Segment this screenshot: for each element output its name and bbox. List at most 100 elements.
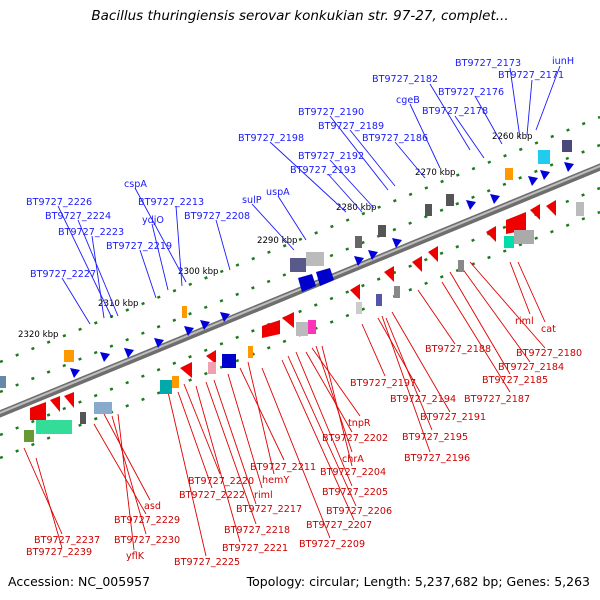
- gene-block[interactable]: [298, 274, 316, 292]
- gene-label[interactable]: BT9727_2239: [26, 547, 92, 558]
- gene-label[interactable]: tnpR: [348, 418, 371, 429]
- gene-label[interactable]: BT9727_2195: [402, 432, 468, 443]
- gene-block[interactable]: [505, 168, 513, 180]
- gene-label[interactable]: BT9727_2230: [114, 535, 180, 546]
- gene-label[interactable]: BT9727_2173: [455, 58, 521, 69]
- gene-arrow[interactable]: [184, 326, 194, 336]
- gene-label[interactable]: BT9727_2205: [322, 487, 388, 498]
- gene-label[interactable]: BT9727_2227: [30, 269, 96, 280]
- gene-block[interactable]: [458, 260, 464, 272]
- gene-label[interactable]: BT9727_2197: [350, 378, 416, 389]
- gene-arrow[interactable]: [486, 226, 496, 242]
- gene-label[interactable]: BT9727_2222: [179, 490, 245, 501]
- gene-block[interactable]: [0, 376, 6, 388]
- gene-label[interactable]: BT9727_2198: [238, 133, 304, 144]
- gene-arrow[interactable]: [490, 194, 500, 204]
- gene-label[interactable]: BT9727_2178: [422, 106, 488, 117]
- gene-label[interactable]: BT9727_2189: [318, 121, 384, 132]
- gene-label[interactable]: BT9727_2221: [222, 543, 288, 554]
- gene-block[interactable]: [222, 354, 236, 368]
- gene-label[interactable]: BT9727_2219: [106, 241, 172, 252]
- gene-arrow[interactable]: [100, 352, 110, 362]
- gene-label[interactable]: BT9727_2223: [58, 227, 124, 238]
- gene-block[interactable]: [296, 322, 308, 336]
- gene-arrow[interactable]: [540, 170, 550, 180]
- gene-arrow[interactable]: [70, 368, 80, 378]
- gene-block[interactable]: [356, 302, 362, 314]
- gene-label[interactable]: hemY: [262, 475, 289, 486]
- gene-label[interactable]: BT9727_2194: [390, 394, 456, 405]
- gene-arrow[interactable]: [564, 162, 574, 172]
- gene-label[interactable]: cat: [541, 324, 556, 335]
- gene-label[interactable]: BT9727_2186: [362, 133, 428, 144]
- gene-arrow[interactable]: [530, 204, 540, 220]
- gene-label[interactable]: BT9727_2229: [114, 515, 180, 526]
- gene-block[interactable]: [446, 194, 454, 206]
- gene-block[interactable]: [24, 430, 34, 442]
- gene-block[interactable]: [562, 140, 572, 152]
- gene-label[interactable]: riml: [254, 490, 273, 501]
- gene-label[interactable]: BT9727_2191: [420, 412, 486, 423]
- gene-block[interactable]: [182, 306, 187, 318]
- gene-block[interactable]: [308, 320, 316, 334]
- gene-block[interactable]: [64, 350, 74, 362]
- gene-label[interactable]: BT9727_2180: [516, 348, 582, 359]
- gene-label[interactable]: BT9727_2193: [290, 165, 356, 176]
- gene-block[interactable]: [504, 236, 514, 248]
- gene-block[interactable]: [355, 236, 362, 248]
- gene-block[interactable]: [248, 346, 253, 358]
- gene-label[interactable]: BT9727_2171: [498, 70, 564, 81]
- gene-label[interactable]: BT9727_2204: [320, 467, 386, 478]
- gene-label[interactable]: BT9727_2188: [425, 344, 491, 355]
- gene-arrow[interactable]: [546, 200, 556, 216]
- gene-block[interactable]: [306, 252, 324, 266]
- gene-arrow[interactable]: [206, 350, 216, 364]
- gene-label[interactable]: iunH: [552, 56, 574, 67]
- gene-label[interactable]: BT9727_2213: [138, 197, 204, 208]
- gene-label[interactable]: BT9727_2225: [174, 557, 240, 568]
- gene-arrow[interactable]: [200, 320, 210, 330]
- gene-block[interactable]: [576, 202, 584, 216]
- gene-label[interactable]: BT9727_2226: [26, 197, 92, 208]
- gene-label[interactable]: BT9727_2218: [224, 525, 290, 536]
- gene-label[interactable]: yflK: [126, 551, 145, 562]
- gene-arrow[interactable]: [428, 246, 438, 262]
- gene-label[interactable]: BT9727_2182: [372, 74, 438, 85]
- gene-block[interactable]: [160, 380, 172, 394]
- gene-arrow[interactable]: [262, 320, 280, 338]
- gene-arrow[interactable]: [282, 312, 294, 328]
- gene-block[interactable]: [94, 402, 112, 414]
- gene-block[interactable]: [36, 420, 72, 434]
- gene-label[interactable]: BT9727_2206: [326, 506, 392, 517]
- gene-arrow[interactable]: [412, 256, 422, 272]
- gene-arrow[interactable]: [50, 396, 60, 412]
- gene-label[interactable]: sulP: [242, 195, 262, 206]
- gene-block[interactable]: [80, 412, 86, 424]
- gene-block[interactable]: [376, 294, 382, 306]
- gene-label[interactable]: BT9727_2217: [236, 504, 302, 515]
- gene-label[interactable]: BT9727_2190: [298, 107, 364, 118]
- gene-label[interactable]: BT9727_2237: [34, 535, 100, 546]
- gene-block[interactable]: [208, 362, 216, 374]
- gene-label[interactable]: cgeB: [396, 95, 420, 106]
- gene-arrow[interactable]: [220, 312, 230, 322]
- gene-label[interactable]: BT9727_2207: [306, 520, 372, 531]
- gene-arrow[interactable]: [180, 362, 192, 378]
- gene-label[interactable]: riml: [515, 316, 534, 327]
- gene-label[interactable]: BT9727_2211: [250, 462, 316, 473]
- gene-label[interactable]: ydjO: [142, 215, 164, 226]
- gene-label[interactable]: cspA: [124, 179, 147, 190]
- gene-arrow[interactable]: [350, 284, 360, 300]
- gene-arrow[interactable]: [354, 256, 364, 266]
- gene-label[interactable]: BT9727_2224: [45, 211, 111, 222]
- gene-label[interactable]: BT9727_2209: [299, 539, 365, 550]
- gene-label[interactable]: asd: [144, 501, 161, 512]
- gene-arrow[interactable]: [368, 250, 378, 260]
- gene-block[interactable]: [538, 150, 550, 164]
- gene-label[interactable]: BT9727_2202: [322, 433, 388, 444]
- gene-label[interactable]: BT9727_2187: [464, 394, 530, 405]
- gene-label[interactable]: uspA: [266, 187, 290, 198]
- gene-arrow[interactable]: [506, 212, 526, 234]
- gene-block[interactable]: [425, 204, 432, 216]
- gene-block[interactable]: [394, 286, 400, 298]
